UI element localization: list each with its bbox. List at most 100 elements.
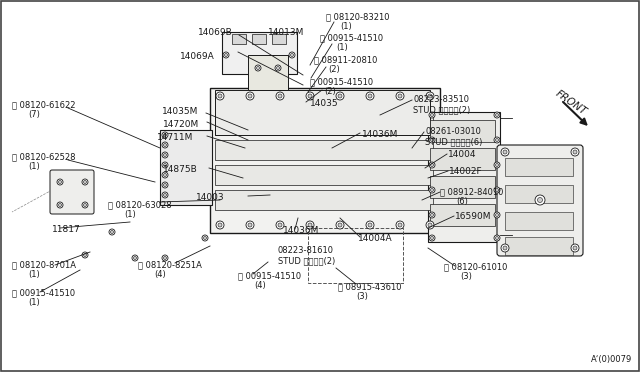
Circle shape: [503, 246, 507, 250]
Circle shape: [428, 94, 432, 98]
Text: (3): (3): [356, 292, 368, 301]
Text: FRONT: FRONT: [554, 88, 589, 116]
Text: (1): (1): [336, 43, 348, 52]
Bar: [505, 212, 573, 230]
Text: Ⓝ 08912-84010: Ⓝ 08912-84010: [440, 187, 504, 196]
Circle shape: [396, 221, 404, 229]
Circle shape: [366, 221, 374, 229]
Circle shape: [276, 221, 284, 229]
FancyBboxPatch shape: [497, 145, 583, 256]
Text: Ⓑ 08120-8251A: Ⓑ 08120-8251A: [138, 260, 202, 269]
Bar: [505, 185, 573, 203]
Bar: [160, 130, 212, 205]
Circle shape: [134, 257, 136, 260]
Bar: [430, 148, 495, 170]
Text: Ⓑ 08120-62528: Ⓑ 08120-62528: [12, 152, 76, 161]
Circle shape: [163, 154, 166, 157]
Circle shape: [162, 162, 168, 168]
Circle shape: [429, 137, 435, 143]
Circle shape: [494, 235, 500, 241]
Circle shape: [308, 223, 312, 227]
Circle shape: [426, 221, 434, 229]
Circle shape: [162, 182, 168, 188]
Text: STUD スタッド(2): STUD スタッド(2): [413, 105, 470, 114]
Text: 14069A: 14069A: [180, 52, 215, 61]
Text: (2): (2): [324, 87, 336, 96]
Bar: [215, 90, 430, 135]
Circle shape: [501, 244, 509, 252]
Circle shape: [495, 237, 499, 240]
Text: Ⓑ 08120-83210: Ⓑ 08120-83210: [326, 12, 390, 21]
Circle shape: [291, 54, 294, 57]
Circle shape: [162, 132, 168, 138]
Circle shape: [338, 94, 342, 98]
Text: (1): (1): [28, 270, 40, 279]
Circle shape: [366, 92, 374, 100]
Circle shape: [429, 187, 435, 193]
Circle shape: [571, 148, 579, 156]
Circle shape: [132, 255, 138, 261]
Text: STUD スタッド(6): STUD スタッド(6): [425, 137, 483, 146]
Circle shape: [396, 92, 404, 100]
Circle shape: [429, 235, 435, 241]
Circle shape: [163, 193, 166, 196]
Text: (7): (7): [28, 110, 40, 119]
Circle shape: [257, 67, 259, 70]
Circle shape: [278, 94, 282, 98]
Circle shape: [246, 221, 254, 229]
Bar: [248, 55, 288, 90]
Circle shape: [431, 113, 433, 116]
Text: 08223-83510: 08223-83510: [413, 95, 469, 104]
Circle shape: [275, 65, 281, 71]
Text: 14036M: 14036M: [362, 130, 398, 139]
Bar: [272, 34, 286, 44]
Text: A‘(0)0079: A‘(0)0079: [591, 355, 632, 364]
Circle shape: [246, 92, 254, 100]
Text: Ⓛ 00915-41510: Ⓛ 00915-41510: [310, 77, 373, 86]
Circle shape: [501, 148, 509, 156]
Text: 08223-81610: 08223-81610: [278, 246, 334, 255]
Text: Ⓑ 08120-61622: Ⓑ 08120-61622: [12, 100, 76, 109]
Circle shape: [503, 150, 507, 154]
Circle shape: [163, 144, 166, 147]
Bar: [505, 158, 573, 176]
Bar: [252, 34, 266, 44]
Circle shape: [83, 253, 86, 257]
Circle shape: [538, 198, 543, 202]
Text: 11817: 11817: [52, 225, 81, 234]
Circle shape: [162, 172, 168, 178]
Text: (4): (4): [254, 281, 266, 290]
Circle shape: [431, 138, 433, 141]
Text: 14875B: 14875B: [163, 165, 198, 174]
Circle shape: [276, 92, 284, 100]
Circle shape: [494, 137, 500, 143]
Bar: [308, 228, 403, 283]
Circle shape: [429, 112, 435, 118]
Circle shape: [248, 223, 252, 227]
Text: 14069B: 14069B: [198, 28, 233, 37]
Circle shape: [429, 162, 435, 168]
Circle shape: [495, 138, 499, 141]
Bar: [215, 140, 433, 160]
Text: Ⓞ 08915-43610: Ⓞ 08915-43610: [338, 282, 401, 291]
Bar: [222, 32, 297, 74]
Text: 14036M: 14036M: [283, 226, 319, 235]
Circle shape: [336, 92, 344, 100]
Text: Ⓛ 00915-41510: Ⓛ 00915-41510: [12, 288, 75, 297]
Circle shape: [398, 223, 402, 227]
Circle shape: [336, 221, 344, 229]
Text: Ⓑ 08120-63028: Ⓑ 08120-63028: [108, 200, 172, 209]
Circle shape: [431, 164, 433, 167]
Circle shape: [162, 142, 168, 148]
Bar: [215, 190, 433, 210]
Text: (6): (6): [456, 197, 468, 206]
Circle shape: [431, 214, 433, 217]
Circle shape: [223, 52, 229, 58]
Circle shape: [431, 237, 433, 240]
Circle shape: [204, 237, 207, 240]
Bar: [215, 115, 433, 135]
Circle shape: [109, 229, 115, 235]
Circle shape: [494, 212, 500, 218]
Circle shape: [278, 223, 282, 227]
Text: (3): (3): [460, 272, 472, 281]
